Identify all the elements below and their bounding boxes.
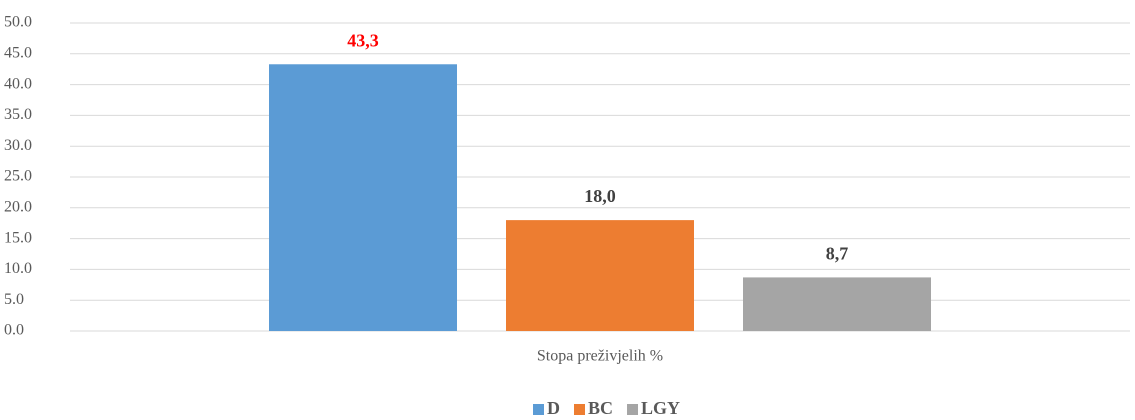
y-tick-label: 35.0: [4, 106, 32, 123]
legend-label: D: [547, 398, 560, 418]
bar: [743, 277, 931, 331]
y-tick-label: 40.0: [4, 75, 32, 92]
value-label: 8,7: [826, 244, 849, 264]
legend-swatch: [627, 404, 639, 415]
legend-swatch: [574, 404, 585, 415]
y-tick-label: 50.0: [4, 14, 32, 31]
y-tick-label: 45.0: [4, 44, 32, 61]
y-tick-label: 30.0: [4, 137, 32, 154]
y-tick-label: 20.0: [4, 198, 32, 215]
value-label: 43,3: [347, 30, 379, 50]
x-tick-label: Stopa preživjelih %: [537, 348, 663, 365]
y-tick-label: 5.0: [4, 291, 24, 308]
legend-swatch: [533, 404, 544, 415]
bar: [269, 64, 457, 331]
y-tick-label: 25.0: [4, 168, 32, 185]
value-label: 18,0: [584, 186, 616, 206]
y-tick-label: 10.0: [4, 260, 32, 277]
y-tick-label: 0.0: [4, 322, 24, 339]
legend-label: LGY: [641, 398, 680, 418]
y-tick-label: 15.0: [4, 229, 32, 246]
legend-label: BC: [588, 398, 613, 418]
bar: [506, 220, 694, 331]
